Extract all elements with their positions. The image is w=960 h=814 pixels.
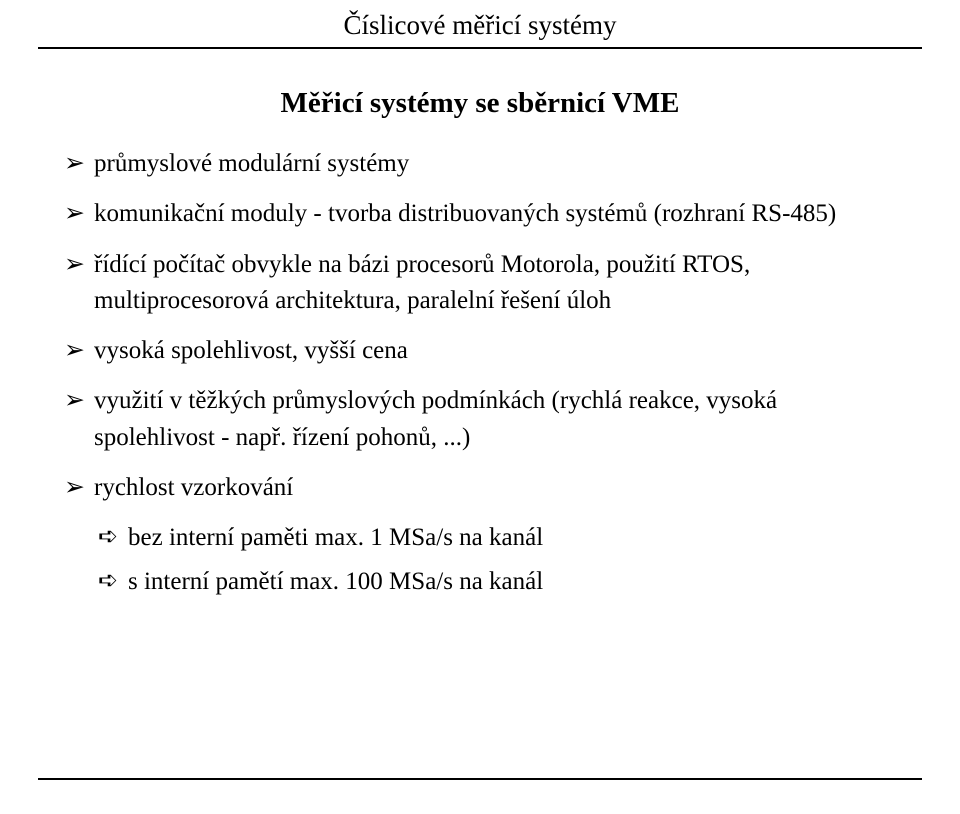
top-divider xyxy=(38,47,922,49)
sub-bullet-text: bez interní paměti max. 1 MSa/s na kanál xyxy=(128,520,900,556)
bullet-text: komunikační moduly - tvorba distribuovan… xyxy=(94,196,900,232)
bullet-item: ➢ vysoká spolehlivost, vyšší cena xyxy=(64,333,900,369)
bullet-item: ➢ rychlost vzorkování xyxy=(64,470,900,506)
header-title: Číslicové měřicí systémy xyxy=(0,0,960,47)
content-area: ➢ průmyslové modulární systémy ➢ komunik… xyxy=(64,146,900,601)
sub-bullet-item: ➪ bez interní paměti max. 1 MSa/s na kan… xyxy=(98,520,900,556)
bullet-item: ➢ komunikační moduly - tvorba distribuov… xyxy=(64,196,900,232)
bullet-item: ➢ průmyslové modulární systémy xyxy=(64,146,900,182)
bottom-divider xyxy=(38,778,922,780)
slide-subtitle: Měřicí systémy se sběrnicí VME xyxy=(0,87,960,120)
bullet-item: ➢ využití v těžkých průmyslových podmínk… xyxy=(64,383,900,456)
bullet-text: využití v těžkých průmyslových podmínkác… xyxy=(94,383,900,456)
sub-arrow-icon: ➪ xyxy=(98,520,128,555)
bullet-arrow-icon: ➢ xyxy=(64,470,94,506)
bullet-arrow-icon: ➢ xyxy=(64,383,94,419)
bullet-arrow-icon: ➢ xyxy=(64,247,94,283)
bullet-text: řídící počítač obvykle na bázi procesorů… xyxy=(94,247,900,320)
sub-bullet-item: ➪ s interní pamětí max. 100 MSa/s na kan… xyxy=(98,564,900,600)
bullet-arrow-icon: ➢ xyxy=(64,333,94,369)
slide-page: Číslicové měřicí systémy Měřicí systémy … xyxy=(0,0,960,814)
bullet-text: průmyslové modulární systémy xyxy=(94,146,900,182)
bullet-arrow-icon: ➢ xyxy=(64,146,94,182)
bullet-text: rychlost vzorkování xyxy=(94,470,900,506)
bullet-arrow-icon: ➢ xyxy=(64,196,94,232)
bullet-text: vysoká spolehlivost, vyšší cena xyxy=(94,333,900,369)
sub-bullet-text: s interní pamětí max. 100 MSa/s na kanál xyxy=(128,564,900,600)
sub-arrow-icon: ➪ xyxy=(98,564,128,599)
bullet-item: ➢ řídící počítač obvykle na bázi proceso… xyxy=(64,247,900,320)
